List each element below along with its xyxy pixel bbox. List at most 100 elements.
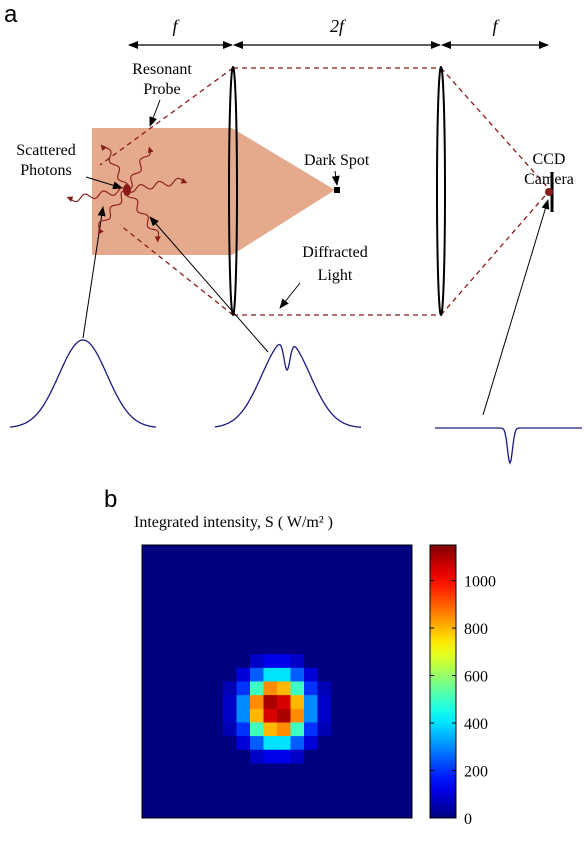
heat-cell [169, 750, 183, 764]
heat-cell [250, 572, 264, 586]
heat-cell [372, 668, 386, 682]
heat-cell [358, 627, 372, 641]
heat-cell [372, 763, 386, 777]
label: CCD [533, 151, 566, 168]
figure: a f 2f f Resonant Probe Scattered Photon… [0, 0, 584, 845]
heat-cell [156, 709, 170, 723]
heat-cell [318, 722, 332, 736]
heat-cell [277, 682, 291, 696]
heat-cell [358, 654, 372, 668]
heat-cell [223, 695, 237, 709]
heat-cell [385, 791, 399, 805]
heat-cell [196, 736, 210, 750]
heat-cell [372, 682, 386, 696]
heat-cell [237, 682, 251, 696]
heat-cell [223, 586, 237, 600]
heat-cell [385, 777, 399, 791]
heat-cell [345, 668, 359, 682]
profile [435, 428, 582, 463]
heat-cell [291, 682, 305, 696]
heat-cell [345, 804, 359, 818]
heat-cell [223, 763, 237, 777]
heat-cell [318, 804, 332, 818]
heat-cell [304, 695, 318, 709]
heat-cell [210, 572, 224, 586]
heat-cell [264, 572, 278, 586]
profile [10, 340, 156, 427]
heat-cell [169, 613, 183, 627]
heat-cell [183, 545, 197, 559]
label: Resonant [132, 61, 192, 78]
heat-cell [304, 777, 318, 791]
heat-cell [169, 777, 183, 791]
heat-cell [264, 722, 278, 736]
heat-cell [291, 763, 305, 777]
heat-cell [291, 709, 305, 723]
heat-cell [331, 572, 345, 586]
heat-cell [210, 668, 224, 682]
heat-cell [183, 572, 197, 586]
heat-cell [169, 709, 183, 723]
heat-cell [345, 627, 359, 641]
heat-cell [223, 613, 237, 627]
heat-cell [345, 600, 359, 614]
heat-cell [183, 791, 197, 805]
heat-cell [156, 613, 170, 627]
heat-cell [156, 600, 170, 614]
heat-cell [399, 654, 413, 668]
heat-cell [345, 559, 359, 573]
heat-cell [277, 777, 291, 791]
heat-cell [372, 572, 386, 586]
heat-cell [264, 695, 278, 709]
heat-cell [264, 709, 278, 723]
heat-cell [385, 545, 399, 559]
heat-cell [250, 750, 264, 764]
heat-cell [237, 545, 251, 559]
heat-cell [223, 709, 237, 723]
heat-cell [210, 804, 224, 818]
heat-cell [156, 695, 170, 709]
heat-cell [385, 627, 399, 641]
heat-cell [210, 736, 224, 750]
heat-cell [264, 600, 278, 614]
heat-cell [358, 559, 372, 573]
heat-cell [345, 545, 359, 559]
heat-cell [318, 572, 332, 586]
label: Photons [20, 162, 72, 179]
heat-cell [250, 695, 264, 709]
profile [215, 345, 361, 428]
heat-cell [210, 545, 224, 559]
heat-cell [196, 750, 210, 764]
heat-cell [399, 763, 413, 777]
heat-cell [169, 722, 183, 736]
heat-cell [372, 695, 386, 709]
heat-cell [196, 695, 210, 709]
heat-cell [250, 586, 264, 600]
heat-cell [358, 572, 372, 586]
heat-cell [196, 709, 210, 723]
heat-cell [223, 600, 237, 614]
heat-cell [169, 791, 183, 805]
heat-cell [277, 763, 291, 777]
heat-cell [385, 695, 399, 709]
heat-cell [291, 722, 305, 736]
heat-cell [304, 586, 318, 600]
heat-cell [237, 572, 251, 586]
heat-cell [156, 641, 170, 655]
heat-cell [250, 791, 264, 805]
heat-cell [345, 763, 359, 777]
heat-cell [237, 600, 251, 614]
heat-cell [318, 791, 332, 805]
heat-cell [250, 627, 264, 641]
heat-cell [304, 627, 318, 641]
heat-cell [196, 613, 210, 627]
heat-cell [345, 791, 359, 805]
heat-cell [237, 668, 251, 682]
heat-cell [304, 572, 318, 586]
heat-cell [358, 804, 372, 818]
heat-cell [156, 654, 170, 668]
heat-cell [250, 600, 264, 614]
heat-cell [385, 682, 399, 696]
heat-cell [142, 736, 156, 750]
label: Scattered [16, 142, 76, 159]
